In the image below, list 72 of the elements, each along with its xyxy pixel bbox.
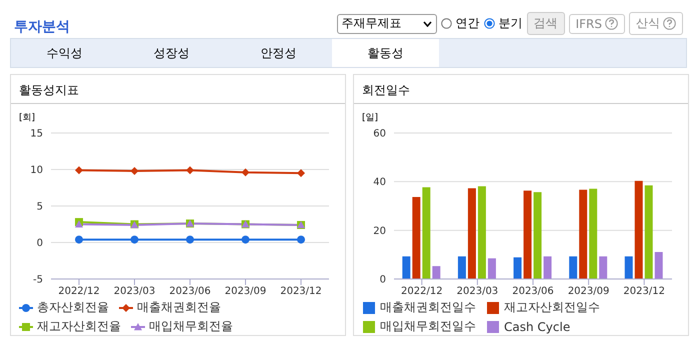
text: 수익성 <box>46 45 84 62</box>
bar <box>524 190 532 279</box>
bar <box>468 188 476 279</box>
x-tick-label: 2023/03 <box>456 286 498 298</box>
y-tick-label: 0 <box>36 238 43 250</box>
y-tick-label: 10 <box>30 165 43 176</box>
bar <box>569 256 578 279</box>
bar <box>634 180 643 279</box>
point <box>186 236 194 244</box>
bar <box>488 258 496 279</box>
x-tick-label: 2022/12 <box>401 286 443 298</box>
bar <box>624 256 633 279</box>
point <box>297 169 305 178</box>
legend-label: 총자산회전율 <box>36 299 109 316</box>
x-tick-label: 2023/12 <box>623 286 665 298</box>
text: 성장성 <box>152 45 190 62</box>
text: 주재무제표 <box>342 15 402 32</box>
legend-label: 재고자산회전일수 <box>503 299 600 316</box>
bar <box>599 256 608 279</box>
text: IFRS <box>568 14 625 34</box>
bar <box>402 256 410 279</box>
bar <box>579 190 588 279</box>
x-tick-label: 2023/09 <box>568 286 610 298</box>
point <box>130 236 138 244</box>
bar <box>478 186 486 279</box>
bar <box>412 196 420 279</box>
point <box>242 168 250 176</box>
text: 검색 <box>526 12 565 35</box>
x-tick-label: 2023/12 <box>280 286 322 298</box>
bar <box>514 257 522 279</box>
chart-title: 활동성지표 <box>11 75 345 104</box>
legend-label: Cash Cycle <box>503 318 570 335</box>
bar <box>644 185 653 279</box>
point <box>242 236 250 244</box>
legend-label: 매입채무회전율 <box>148 318 233 335</box>
bar <box>654 252 663 279</box>
text: 산식 <box>629 12 683 35</box>
x-tick-label: 2023/09 <box>224 286 266 298</box>
legend-label: 매출채권회전일수 <box>379 299 476 316</box>
point <box>75 166 83 174</box>
chart-title: 회전일수 <box>354 75 688 104</box>
y-tick-label: 5 <box>36 202 43 213</box>
y-tick-label: -5 <box>33 274 43 286</box>
point <box>297 236 305 244</box>
text: 활동성 <box>332 39 439 67</box>
x-tick-label: 2023/06 <box>512 286 554 298</box>
bar <box>544 256 552 279</box>
point <box>130 166 138 175</box>
x-tick-label: 2023/06 <box>169 286 211 298</box>
y-axis-title: [회] <box>19 112 36 124</box>
x-tick-label: 2022/12 <box>58 286 100 298</box>
bar <box>422 187 430 279</box>
y-tick-label: 20 <box>373 226 386 237</box>
legend-label: 재고자산회전율 <box>36 318 121 335</box>
bar <box>589 188 598 279</box>
legend-label: 매입채무회전일수 <box>379 318 476 335</box>
bar <box>432 266 440 279</box>
y-tick-label: 60 <box>373 128 386 140</box>
text: 안정성 <box>260 45 298 62</box>
text: 연간 <box>456 15 480 32</box>
bar <box>458 256 466 279</box>
bar <box>534 192 542 279</box>
legend-label: 매출채권회전율 <box>136 299 221 316</box>
x-tick-label: 2023/03 <box>114 286 156 298</box>
y-axis-title: [일] <box>362 112 378 124</box>
point <box>75 236 83 244</box>
point <box>186 166 194 174</box>
y-tick-label: 0 <box>380 274 386 286</box>
text: 분기 <box>498 15 523 32</box>
text: 투자분석 <box>14 18 70 36</box>
y-tick-label: 15 <box>30 128 43 140</box>
y-tick-label: 40 <box>373 177 386 188</box>
